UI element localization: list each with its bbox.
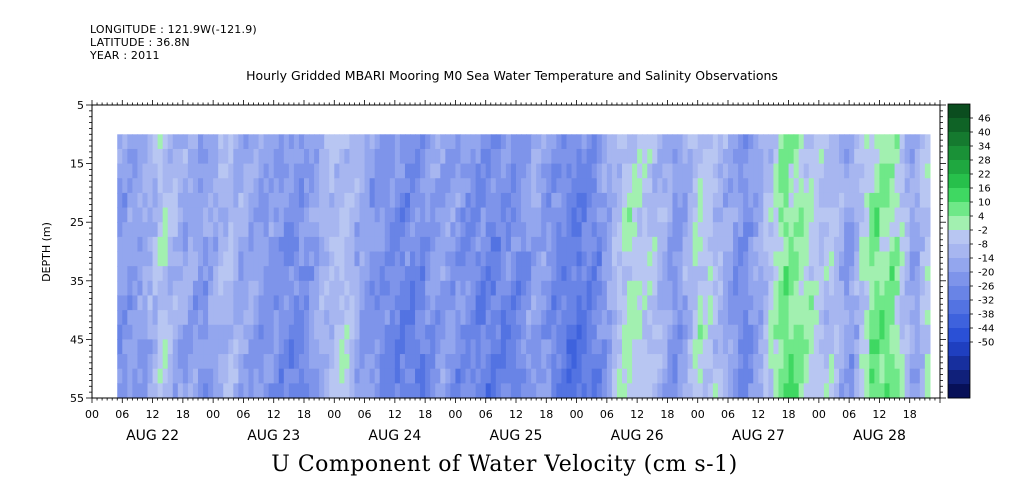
latitude-label: LATITUDE : 36.8N (90, 36, 190, 49)
colorbar-label: 34 (978, 142, 991, 153)
colorbar-swatch (948, 384, 970, 399)
x-day-label: AUG 24 (368, 428, 421, 444)
x-hour-tick-label: 12 (146, 408, 160, 421)
colorbar-label: -20 (978, 268, 994, 279)
x-day-label: AUG 26 (611, 428, 664, 444)
colorbar-swatch (948, 370, 970, 385)
colorbar-swatch (948, 328, 970, 343)
variable-title: U Component of Water Velocity (cm s-1) (271, 452, 738, 477)
x-hour-tick-label: 18 (782, 408, 796, 421)
x-day-label: AUG 23 (247, 428, 300, 444)
colorbar-swatch (948, 300, 970, 315)
x-day-label: AUG 27 (732, 428, 785, 444)
y-tick-label: 35 (70, 275, 84, 288)
longitude-label: LONGITUDE : 121.9W(-121.9) (90, 23, 257, 36)
colorbar-swatch (948, 230, 970, 245)
colorbar-label: -2 (978, 226, 988, 237)
x-hour-tick-label: 06 (236, 408, 250, 421)
y-tick-label: 55 (70, 392, 84, 405)
x-hour-tick-label: 00 (448, 408, 462, 421)
y-tick-label: 25 (70, 216, 84, 229)
colorbar-swatch (948, 104, 970, 119)
x-hour-tick-label: 06 (479, 408, 493, 421)
colorbar-label: 10 (978, 198, 991, 209)
colorbar-label: -50 (978, 338, 994, 349)
colorbar-label: -14 (978, 254, 994, 265)
colorbar-swatch (948, 244, 970, 259)
chart-title: Hourly Gridded MBARI Mooring M0 Sea Wate… (246, 68, 778, 83)
colorbar-swatch (948, 202, 970, 217)
heatmap-field (117, 134, 931, 399)
colorbar-label: 16 (978, 184, 991, 195)
colorbar-swatch (948, 132, 970, 147)
colorbar-label: 40 (978, 128, 991, 139)
x-hour-tick-label: 06 (721, 408, 735, 421)
colorbar-swatch (948, 188, 970, 203)
y-tick-label: 45 (70, 333, 84, 346)
x-hour-tick-label: 00 (812, 408, 826, 421)
x-hour-tick-label: 00 (691, 408, 705, 421)
x-hour-tick-label: 18 (176, 408, 190, 421)
x-hour-tick-label: 12 (388, 408, 402, 421)
x-day-label: AUG 25 (490, 428, 543, 444)
x-hour-tick-label: 12 (630, 408, 644, 421)
colorbar-label: 46 (978, 114, 991, 125)
colorbar-label: -32 (978, 296, 994, 307)
colorbar-label: -8 (978, 240, 988, 251)
x-hour-tick-label: 06 (115, 408, 129, 421)
x-day-label: AUG 28 (853, 428, 906, 444)
colorbar-label: 22 (978, 170, 991, 181)
x-hour-tick-label: 12 (751, 408, 765, 421)
x-hour-tick-label: 18 (539, 408, 553, 421)
colorbar-swatch (948, 356, 970, 371)
x-hour-tick-label: 18 (297, 408, 311, 421)
x-hour-tick-label: 00 (85, 408, 99, 421)
colorbar-swatch (948, 216, 970, 231)
y-tick-label: 15 (70, 158, 84, 171)
x-day-label: AUG 22 (126, 428, 179, 444)
colorbar-swatch (948, 286, 970, 301)
x-hour-tick-label: 12 (267, 408, 281, 421)
colorbar-swatch (948, 174, 970, 189)
colorbar-label: 4 (978, 212, 984, 223)
colorbar-swatch (948, 272, 970, 287)
y-axis-label: DEPTH (m) (40, 222, 53, 282)
x-hour-tick-label: 18 (903, 408, 917, 421)
x-hour-tick-label: 12 (509, 408, 523, 421)
x-hour-tick-label: 00 (206, 408, 220, 421)
x-hour-tick-label: 18 (660, 408, 674, 421)
x-hour-tick-label: 00 (570, 408, 584, 421)
year-label: YEAR : 2011 (90, 49, 160, 62)
x-hour-tick-label: 06 (358, 408, 372, 421)
colorbar-label: -44 (978, 324, 994, 335)
colorbar-label: -38 (978, 310, 994, 321)
colorbar-swatch (948, 342, 970, 357)
colorbar-label: 28 (978, 156, 991, 167)
x-hour-tick-label: 06 (842, 408, 856, 421)
colorbar-frame (947, 103, 971, 399)
colorbar-label: -26 (978, 282, 994, 293)
x-hour-tick-label: 00 (327, 408, 341, 421)
colorbar-swatch (948, 118, 970, 133)
y-tick-label: 5 (77, 99, 84, 112)
x-hour-tick-label: 18 (418, 408, 432, 421)
colorbar-swatch (948, 314, 970, 329)
colorbar-swatch (948, 258, 970, 273)
x-hour-tick-label: 12 (872, 408, 886, 421)
colorbar-swatch (948, 160, 970, 175)
colorbar-swatch (948, 146, 970, 161)
x-hour-tick-label: 06 (600, 408, 614, 421)
